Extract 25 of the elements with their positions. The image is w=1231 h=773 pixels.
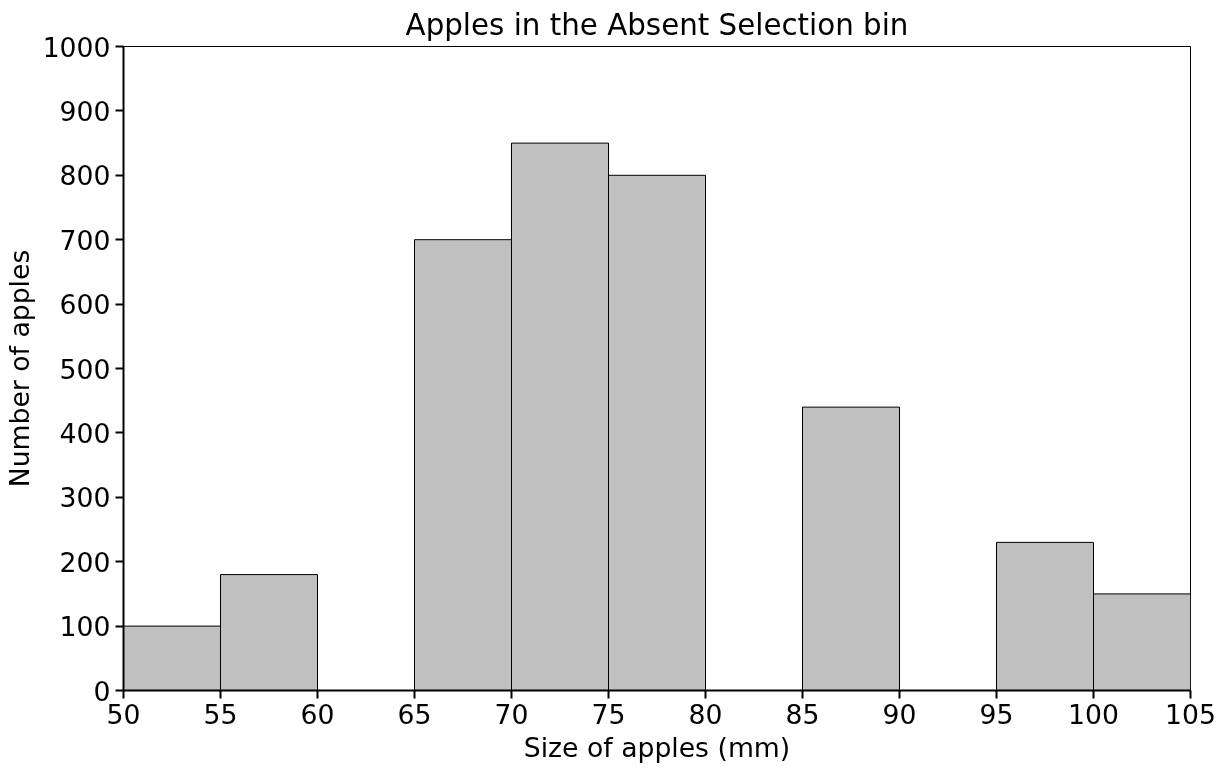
x-tick-label: 55 [203,698,238,730]
x-tick-label: 60 [300,698,335,730]
x-tick-label: 105 [1165,698,1216,730]
y-tick-label: 400 [59,417,111,449]
x-tick-label: 90 [882,698,917,730]
y-tick-label: 1000 [42,31,111,63]
x-tick-label: 50 [106,698,141,730]
y-tick-label: 800 [59,160,111,192]
chart-title: Apples in the Absent Selection bin [405,7,909,42]
y-axis-title: Number of apples [3,249,35,488]
y-tick-label: 300 [59,482,111,514]
x-tick-label: 65 [397,698,432,730]
x-tick-label: 100 [1068,698,1119,730]
y-tick-label: 700 [59,224,111,256]
y-tick-label: 100 [59,611,111,643]
x-tick-label: 70 [494,698,529,730]
y-tick-label: 600 [59,289,111,321]
y-tick-label: 500 [59,353,111,385]
x-tick-label: 75 [591,698,626,730]
y-tick-label: 900 [59,95,111,127]
x-axis-title: Size of apples (mm) [523,731,791,763]
x-tick-label: 95 [979,698,1014,730]
x-tick-label: 85 [785,698,820,730]
y-tick-label: 200 [59,546,111,578]
x-tick-label: 80 [688,698,723,730]
